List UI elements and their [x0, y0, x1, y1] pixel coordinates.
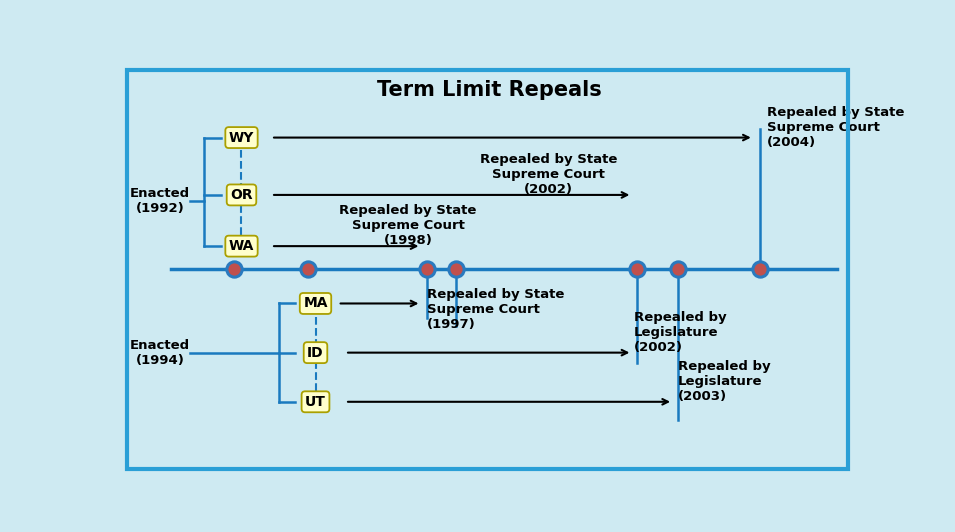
Text: ID: ID	[308, 346, 324, 360]
Text: OR: OR	[230, 188, 253, 202]
Text: Enacted
(1994): Enacted (1994)	[130, 339, 190, 367]
Text: UT: UT	[305, 395, 326, 409]
Text: Repealed by State
Supreme Court
(2002): Repealed by State Supreme Court (2002)	[480, 153, 617, 196]
Text: WY: WY	[229, 130, 254, 145]
Text: MA: MA	[304, 296, 328, 311]
Text: Repealed by
Legislature
(2003): Repealed by Legislature (2003)	[678, 360, 771, 403]
Text: Enacted
(1992): Enacted (1992)	[130, 187, 190, 215]
Text: Repealed by State
Supreme Court
(2004): Repealed by State Supreme Court (2004)	[767, 106, 904, 149]
Text: Term Limit Repeals: Term Limit Repeals	[377, 80, 602, 101]
Text: Repealed by State
Supreme Court
(1998): Repealed by State Supreme Court (1998)	[339, 204, 477, 247]
Text: WA: WA	[229, 239, 254, 253]
Text: Repealed by
Legislature
(2002): Repealed by Legislature (2002)	[634, 311, 727, 354]
Text: Repealed by State
Supreme Court
(1997): Repealed by State Supreme Court (1997)	[427, 288, 563, 331]
